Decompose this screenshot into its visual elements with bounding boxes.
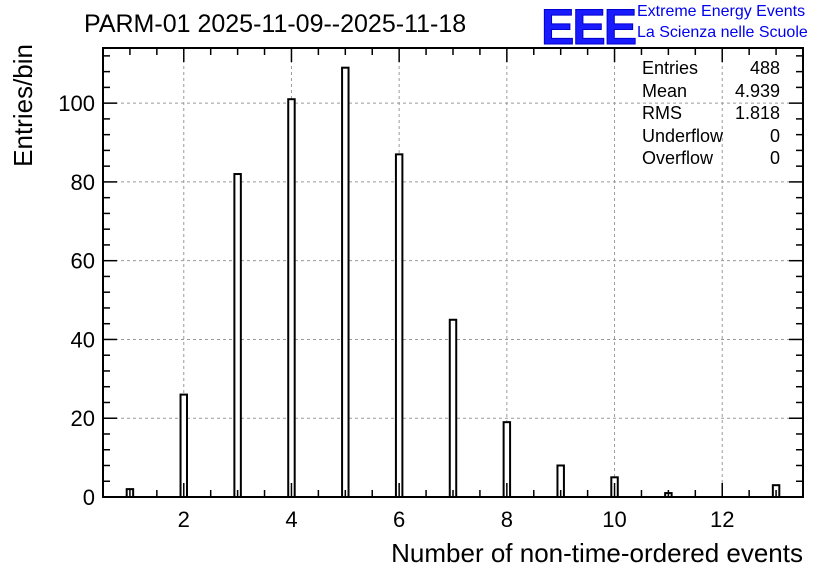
- stat-row-mean: Mean 4.939: [640, 81, 780, 104]
- stat-label: RMS: [642, 103, 682, 123]
- stat-label: Underflow: [642, 125, 724, 146]
- y-tick-label: 80: [71, 170, 95, 195]
- x-tick-label: 6: [393, 507, 405, 532]
- stat-value: 0: [769, 148, 780, 168]
- axis-labels: 2 4 6 8 10 12 0 20 40 60 80 100 Number of non-time-o…: [8, 44, 803, 568]
- eee-logo: EEE: [540, 0, 637, 56]
- y-tick-label: 100: [58, 91, 95, 116]
- y-tick-label: 60: [71, 249, 95, 274]
- stat-row-underflow: Underflow 0: [640, 126, 780, 149]
- stats-box: Entries 488 Mean 4.939 RMS 1.818 Underfl…: [640, 58, 780, 171]
- y-tick-label: 40: [71, 327, 95, 352]
- histogram-bar: [341, 66, 350, 498]
- histogram-bar: [287, 98, 296, 498]
- x-tick-label: 2: [178, 507, 190, 532]
- grid-lines: [103, 48, 803, 497]
- stat-value: 0: [769, 125, 780, 146]
- stat-label: Mean: [642, 80, 688, 101]
- x-tick-label: 12: [710, 507, 734, 532]
- x-axis-label: Number of non-time-ordered events: [391, 538, 803, 568]
- stat-value: 1.818: [734, 103, 780, 123]
- stat-value: 4.939: [734, 80, 780, 101]
- logo-line-1: Extreme Energy Events: [637, 3, 806, 20]
- histogram-bar: [394, 153, 404, 498]
- histogram-bar: [233, 173, 242, 498]
- axes: [102, 47, 804, 498]
- y-axis-label: Entries/bin: [8, 44, 38, 167]
- logo-line-2: La Scienza nelle Scuole: [637, 24, 808, 41]
- stat-label: Overflow: [642, 148, 714, 168]
- stat-row-overflow: Overflow 0: [640, 148, 780, 171]
- x-tick-label: 10: [602, 507, 626, 532]
- x-tick-label: 4: [285, 507, 297, 532]
- stat-value: 488: [749, 58, 780, 78]
- chart-title: PARM-01 2025-11-09--2025-11-18: [84, 10, 467, 38]
- histogram-bar: [179, 393, 189, 499]
- y-tick-label: 20: [71, 406, 95, 431]
- x-tick-label: 8: [501, 507, 513, 532]
- stat-row-rms: RMS 1.818: [640, 103, 780, 126]
- histogram-bar: [448, 318, 458, 498]
- stat-label: Entries: [642, 58, 699, 78]
- stat-row-entries: Entries 488: [640, 58, 780, 81]
- y-tick-label: 0: [83, 485, 95, 510]
